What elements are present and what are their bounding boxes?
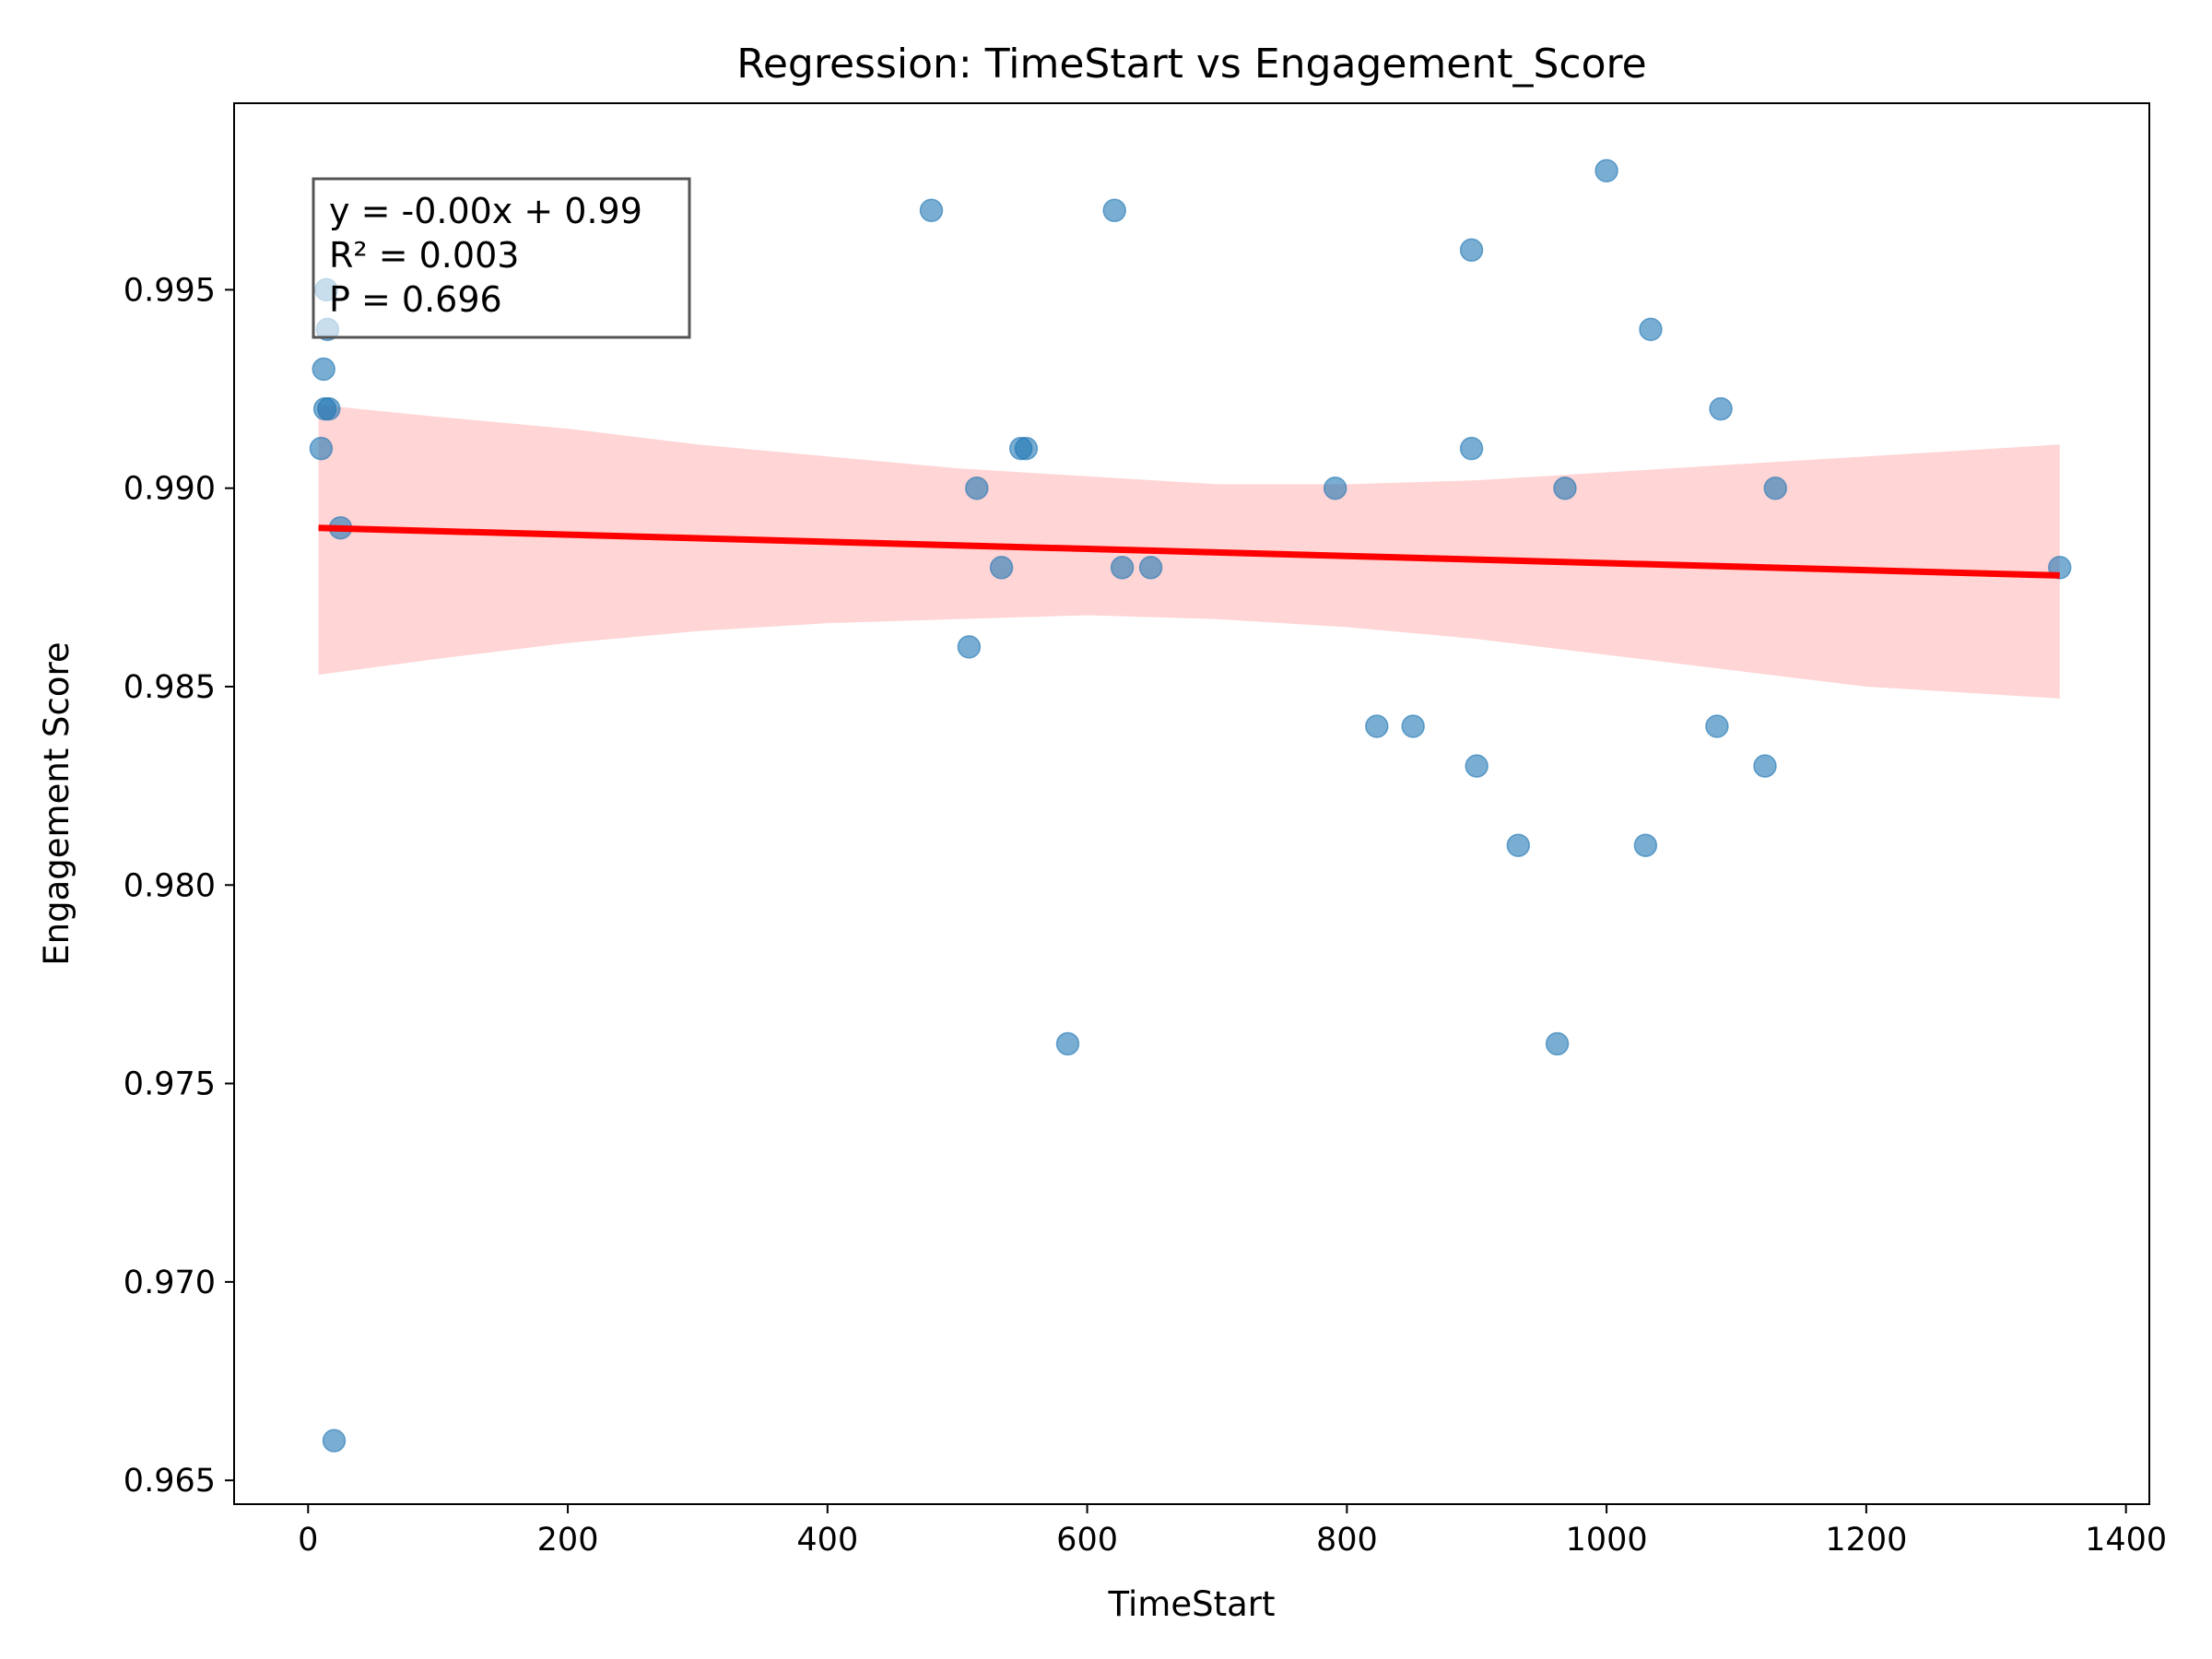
x-tick-label: 0 xyxy=(298,1522,318,1559)
data-point xyxy=(989,556,1014,580)
y-tick-label: 0.990 xyxy=(124,471,216,508)
x-tick-label: 1400 xyxy=(2085,1522,2167,1559)
data-point xyxy=(1545,1031,1570,1056)
chart-title: Regression: TimeStart vs Engagement_Scor… xyxy=(736,41,1646,88)
regression-line-layer xyxy=(318,524,2060,579)
x-tick-label: 200 xyxy=(537,1522,599,1559)
stats-box-frame xyxy=(312,177,691,339)
data-point xyxy=(1553,476,1577,500)
regression-line xyxy=(318,524,2060,579)
data-point xyxy=(1102,198,1126,223)
stats-line: R² = 0.003 xyxy=(329,235,519,276)
data-point xyxy=(919,198,944,223)
x-axis-label: TimeStart xyxy=(1108,1584,1276,1624)
data-points-layer xyxy=(309,159,2072,1453)
data-point xyxy=(1709,396,1733,421)
y-tick-label: 0.970 xyxy=(124,1265,216,1301)
data-point xyxy=(322,1429,347,1453)
y-axis: 0.965 0.970 0.975 0.980 0.985 0.990 0.995 xyxy=(124,272,234,1500)
x-tick-label: 1200 xyxy=(1825,1522,1907,1559)
data-point xyxy=(1110,556,1135,580)
y-axis-label: Engagement Score xyxy=(37,641,76,965)
data-point xyxy=(957,635,982,659)
data-point xyxy=(1138,556,1163,580)
data-point xyxy=(1014,436,1039,461)
data-point xyxy=(309,436,334,461)
data-point xyxy=(1763,476,1788,500)
x-tick-label: 1000 xyxy=(1566,1522,1648,1559)
data-point xyxy=(1459,238,1484,263)
y-tick-label: 0.995 xyxy=(124,272,216,309)
x-tick-label: 600 xyxy=(1056,1522,1118,1559)
data-point xyxy=(1705,714,1729,738)
data-point xyxy=(1323,476,1347,500)
data-point xyxy=(1055,1031,1080,1056)
data-point xyxy=(1594,159,1618,182)
data-point xyxy=(1401,714,1425,738)
y-tick-label: 0.975 xyxy=(124,1066,216,1103)
plot-area xyxy=(233,102,2150,1505)
data-point xyxy=(312,357,335,382)
x-axis: 0 200 400 600 800 1000 1200 1400 xyxy=(298,1504,2167,1559)
y-tick-label: 0.965 xyxy=(124,1463,216,1500)
y-tick-label: 0.985 xyxy=(124,669,216,706)
data-point xyxy=(317,396,341,421)
data-point xyxy=(1633,833,1658,857)
data-point xyxy=(965,476,989,500)
data-point xyxy=(1465,754,1488,778)
stats-line: P = 0.696 xyxy=(329,279,502,320)
data-point xyxy=(1506,833,1531,857)
data-point xyxy=(1365,714,1389,738)
x-tick-label: 400 xyxy=(796,1522,858,1559)
data-point xyxy=(1459,436,1484,461)
data-point xyxy=(1639,317,1663,342)
y-tick-label: 0.980 xyxy=(124,867,216,904)
stats-line: y = -0.00x + 0.99 xyxy=(329,191,642,231)
data-point xyxy=(1753,754,1777,778)
x-tick-label: 800 xyxy=(1316,1522,1378,1559)
